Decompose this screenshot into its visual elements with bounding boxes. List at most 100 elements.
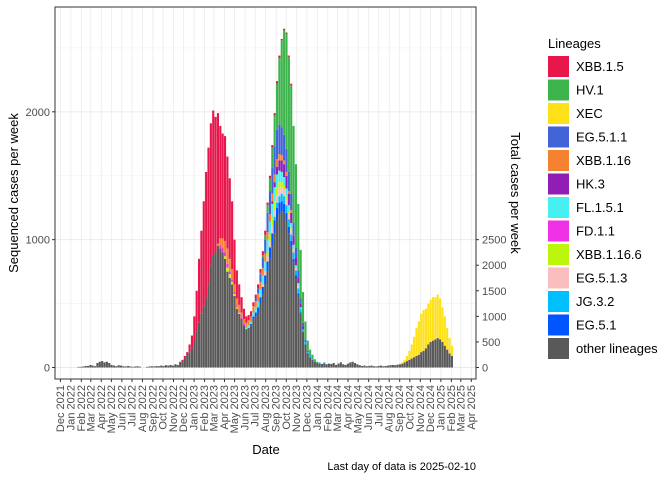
bar-segment-other-lineages — [408, 359, 411, 368]
bar-segment-XEC — [422, 309, 425, 351]
legend-swatch — [548, 314, 569, 336]
bar-segment-EG-5-1-1 — [306, 350, 309, 353]
legend-label: EG.5.1 — [576, 318, 616, 333]
bar-segment-other-lineages — [155, 365, 158, 368]
bar-segment-EG-5-1 — [261, 286, 264, 295]
bar-segment-XBB-1-16 — [242, 318, 246, 325]
bar-segment-FD-1-1 — [242, 324, 246, 326]
bar-segment-other-lineages — [280, 211, 283, 368]
bar-segment-EG-5-1-3 — [271, 225, 274, 234]
bar-segment-other-lineages — [368, 365, 371, 368]
bar-segment-HV-1 — [264, 234, 267, 240]
bar-segment-EG-5-1-1 — [294, 247, 297, 258]
bar-segment-other-lineages — [413, 357, 416, 368]
bar-segment-XBB-1-5 — [193, 316, 196, 342]
bar-segment-other-lineages — [339, 362, 342, 368]
bar-segment-XBB-1-16 — [254, 301, 257, 308]
bar-segment-other-lineages — [283, 212, 286, 368]
bar-segment-other-lineages — [174, 364, 177, 368]
bar-segment-EG-5-1-3 — [273, 208, 276, 217]
bar-segment-HK-3 — [301, 326, 305, 330]
bar-segment-XBB-1-16-6 — [290, 228, 293, 231]
bar-segment-XBB-1-5 — [228, 178, 231, 259]
legend-label: other lineages — [576, 341, 658, 356]
bar-segment-other-lineages — [197, 322, 201, 368]
bar-segment-other-lineages — [264, 284, 267, 368]
bar-segment-FL-1-5-1 — [290, 223, 293, 229]
bar-segment-other-lineages — [148, 366, 151, 368]
bar-segment-EG-5-1 — [268, 247, 272, 259]
bar-segment-other-lineages — [292, 262, 295, 368]
bar-segment-XEC — [429, 299, 432, 342]
bar-segment-JG-3-2 — [285, 205, 288, 213]
bar-segment-XBB-1-16 — [245, 322, 248, 328]
legend: XBB.1.5 HV.1 XEC EG.5.1.1 XBB.1.16 HK.3 FL.1.5… — [548, 56, 658, 359]
bar-segment-other-lineages — [202, 306, 205, 368]
bar-segment-XBB-1-16-6 — [287, 211, 290, 215]
x-tick-label: Sep 2024 — [394, 385, 406, 432]
bar-segment-EG-5-1-3 — [278, 188, 281, 197]
bar-segment-HV-1 — [278, 58, 281, 125]
bar-segment-HV-1 — [313, 359, 316, 362]
bar-segment-other-lineages — [214, 252, 217, 368]
bar-segment-other-lineages — [134, 366, 137, 368]
bar-segment-XEC — [448, 338, 451, 354]
bar-segment-HV-1 — [304, 321, 307, 340]
bar-segment-EG-5-1 — [285, 212, 288, 221]
bar-segment-HV-1 — [261, 255, 264, 258]
right-y-axis: 0 500 1000 1500 2000 2500 — [476, 235, 506, 374]
bar-segment-XEC — [436, 294, 439, 339]
bar-segment-EG-5-1-3 — [297, 285, 300, 289]
bar-segment-FL-1-5-1 — [271, 203, 274, 218]
data-caption: Last day of data is 2025-02-10 — [327, 461, 476, 473]
bar-segment-other-lineages — [429, 341, 432, 368]
bar-segment-EG-5-1-1 — [278, 124, 281, 155]
bar-segment-XBB-1-5 — [245, 316, 248, 323]
bar-segment-JG-3-2 — [299, 308, 302, 313]
bar-segment-other-lineages — [254, 316, 257, 368]
bar-segment-EG-5-1-1 — [287, 171, 290, 192]
bar-segment-other-lineages — [294, 278, 297, 368]
bar-segment-FD-1-1 — [219, 244, 222, 249]
bar-segment-other-lineages — [240, 318, 243, 368]
bar-segment-EG-5-1 — [275, 207, 279, 221]
legend-label: XBB.1.5 — [576, 59, 624, 74]
bar-segment-FL-1-5-1 — [280, 171, 283, 183]
bar-segment-XBB-1-5 — [207, 147, 210, 285]
bar-segment-FL-1-5-1 — [287, 205, 290, 212]
bar-segment-XBB-1-5 — [223, 136, 227, 241]
legend-swatch — [548, 56, 569, 77]
bar-segment-other-lineages — [275, 220, 279, 368]
bar-segment-XBB-1-5 — [287, 55, 290, 57]
bar-segment-XBB-1-16 — [287, 191, 290, 194]
legend-swatch — [548, 291, 569, 312]
bar-segment-XBB-1-16-6 — [226, 267, 229, 272]
bar-segment-other-lineages — [108, 363, 111, 368]
bar-segment-HV-1 — [266, 205, 269, 213]
bar-segment-XEC — [434, 297, 437, 340]
bar-segment-XEC — [413, 336, 416, 358]
x-tick-label: Aug 2023 — [260, 385, 272, 432]
bar-segment-EG-5-1 — [287, 226, 290, 234]
bar-segment-FL-1-5-1 — [297, 283, 300, 286]
bar-segment-other-lineages — [439, 339, 442, 368]
plot-panel — [55, 7, 476, 379]
bar-segment-EG-5-1-1 — [299, 298, 302, 304]
bar-segment-EG-5-1 — [264, 275, 267, 285]
legend-swatch — [548, 173, 569, 195]
bar-segment-XEC — [424, 308, 427, 349]
bar-segment-other-lineages — [387, 365, 390, 368]
bar-segment-JG-3-2 — [287, 219, 290, 227]
x-tick-label: Mar 2024 — [332, 385, 344, 431]
bar-segment-other-lineages — [424, 348, 427, 368]
x-tick-label: Mar 2025 — [455, 385, 467, 431]
bar-segment-HV-1 — [290, 84, 293, 194]
bar-segment-XBB-1-16-6 — [268, 234, 272, 241]
bar-segment-XBB-1-16-6 — [228, 274, 231, 279]
bar-segment-other-lineages — [271, 246, 274, 368]
bar-segment-XBB-1-5 — [181, 359, 184, 362]
bar-segment-other-lineages — [344, 364, 347, 368]
bar-segment-EG-5-1-1 — [266, 212, 269, 232]
bar-segment-HV-1 — [309, 349, 312, 356]
bar-segment-XBB-1-5 — [202, 201, 205, 307]
